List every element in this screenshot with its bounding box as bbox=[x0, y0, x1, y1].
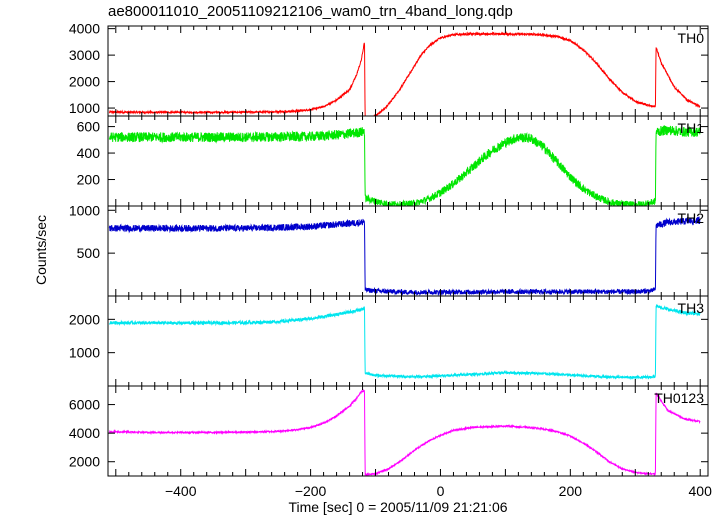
y-tick-label: 3000 bbox=[69, 47, 100, 63]
y-tick-label: 2000 bbox=[69, 454, 100, 470]
chart-title: ae800011010_20051109212106_wam0_trn_4ban… bbox=[108, 3, 513, 20]
y-axis-label: Counts/sec bbox=[33, 215, 49, 285]
y-tick-label: 1000 bbox=[69, 202, 100, 218]
x-tick-label: −400 bbox=[165, 483, 197, 499]
y-tick-label: 1000 bbox=[69, 345, 100, 361]
series-line-th2 bbox=[108, 216, 701, 296]
y-tick-label: 2000 bbox=[69, 74, 100, 90]
series-line-th0123 bbox=[108, 388, 701, 476]
panel-th2: 500 1000 TH2 bbox=[69, 202, 709, 297]
panel-frame bbox=[107, 25, 709, 117]
panel-frame bbox=[107, 205, 709, 297]
x-tick-label: −200 bbox=[295, 483, 327, 499]
x-tick-label: 200 bbox=[559, 483, 583, 499]
panel-frame bbox=[107, 295, 709, 387]
series-line-th1 bbox=[108, 125, 701, 206]
x-tick-label: 400 bbox=[689, 483, 713, 499]
panel-label-th0123: TH0123 bbox=[654, 390, 704, 406]
y-tick-label: 4000 bbox=[69, 21, 100, 37]
panel-th3: 1000 2000 TH3 bbox=[69, 295, 709, 387]
panel-label-th0: TH0 bbox=[678, 30, 705, 46]
y-tick-label: 400 bbox=[77, 145, 101, 161]
panel-th0: 1000 2000 3000 4000 TH0 bbox=[69, 21, 709, 117]
y-tick-label: 600 bbox=[77, 119, 101, 135]
y-tick-label: 200 bbox=[77, 172, 101, 188]
y-tick-label: 1000 bbox=[69, 100, 100, 116]
panel-label-th2: TH2 bbox=[678, 210, 705, 226]
panels: 1000 2000 3000 4000 TH0 200 400 600 TH1 500 1000 TH… bbox=[69, 21, 709, 477]
x-axis-label: Time [sec] 0 = 2005/11/09 21:21:06 bbox=[288, 499, 507, 515]
y-tick-label: 2000 bbox=[69, 311, 100, 327]
series-line-th3 bbox=[108, 303, 701, 381]
y-tick-label: 4000 bbox=[69, 425, 100, 441]
series-line-th0 bbox=[108, 31, 701, 116]
y-tick-label: 500 bbox=[77, 245, 101, 261]
panel-label-th3: TH3 bbox=[678, 300, 705, 316]
panel-frame bbox=[107, 115, 709, 207]
panel-label-th1: TH1 bbox=[678, 120, 705, 136]
x-axis: −400 −200 0 200 400 bbox=[165, 483, 712, 499]
y-tick-label: 6000 bbox=[69, 397, 100, 413]
panel-th0123: 2000 4000 6000 TH0123 bbox=[69, 385, 709, 477]
x-tick-label: 0 bbox=[437, 483, 445, 499]
panel-th1: 200 400 600 TH1 bbox=[77, 115, 709, 207]
panel-frame bbox=[107, 385, 709, 477]
